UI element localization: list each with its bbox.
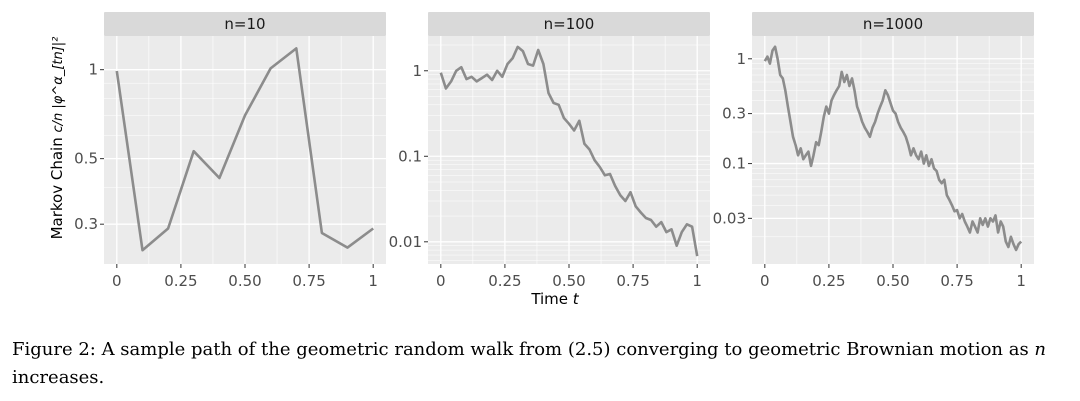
y-ticks-n10: 0.3 0.5 1	[74, 61, 104, 233]
panel-n1000: n=1000 0.03 0.1 0.3 1 0 0.25 0.50 0.75 1	[713, 12, 1034, 290]
panel-n10: n=10 0.3 0.5 1 0 0.25 0.50 0.75 1	[74, 12, 386, 290]
x-tick-label-n10: 0.75	[292, 272, 325, 290]
caption-var-n: n	[1034, 339, 1047, 360]
y-tick-label-n100: 0.1	[398, 147, 422, 165]
x-tick-label-n10: 1	[368, 272, 378, 290]
x-tick-label-n1000: 0.25	[812, 272, 845, 290]
x-axis-title: Time t	[530, 290, 579, 308]
y-tick-label-n10: 0.3	[74, 215, 98, 233]
grid-n1000	[752, 36, 1034, 264]
x-tick-label-n1000: 1	[1016, 272, 1026, 290]
x-tick-label-n1000: 0.75	[940, 272, 973, 290]
panel-n100: n=100 0.01 0.1 1 0 0.25 0.50 0.75 1 Time t	[389, 12, 710, 308]
y-axis-title: Markov Chain c/n |φ^α_[tn]|²	[48, 37, 66, 240]
y-tick-label-n1000: 1	[736, 50, 746, 68]
x-tick-label-n1000: 0.50	[876, 272, 909, 290]
y-ticks-n100: 0.01 0.1 1	[389, 62, 428, 251]
x-tick-label-n10: 0.25	[164, 272, 197, 290]
y-tick-label-n100: 1	[412, 62, 422, 80]
y-tick-label-n1000: 0.3	[722, 105, 746, 123]
series-line-n10	[115, 47, 374, 252]
grid-n10	[104, 36, 386, 264]
strip-label-n1000: n=1000	[863, 15, 923, 33]
x-ticks-n10: 0 0.25 0.50 0.75 1	[112, 264, 378, 290]
strip-label-n10: n=10	[224, 15, 265, 33]
series-line-n100	[439, 45, 699, 257]
y-tick-label-n10: 0.5	[74, 150, 98, 168]
x-ticks-n100: 0 0.25 0.50 0.75 1	[436, 264, 702, 290]
y-tick-label-n10: 1	[88, 61, 98, 79]
caption-text-2: increases.	[12, 367, 105, 388]
grid-n100	[428, 36, 710, 264]
figure-caption: Figure 2: A sample path of the geometric…	[12, 336, 1072, 392]
x-tick-label-n100: 0	[436, 272, 446, 290]
x-tick-label-n100: 0.50	[552, 272, 585, 290]
strip-n100-bg	[428, 12, 710, 36]
x-tick-label-n100: 0.75	[616, 272, 649, 290]
strip-label-n100: n=100	[544, 15, 595, 33]
y-tick-label-n1000: 0.03	[713, 209, 746, 227]
x-tick-label-n1000: 0	[760, 272, 770, 290]
strip-n10-bg	[104, 12, 386, 36]
strip-n1000-bg	[752, 12, 1034, 36]
x-tick-label-n100: 0.25	[488, 272, 521, 290]
x-tick-label-n10: 0	[112, 272, 122, 290]
y-tick-label-n100: 0.01	[389, 233, 422, 251]
figure-chart-area: Markov Chain c/n |φ^α_[tn]|² n=10 0.3 0.5…	[48, 12, 1034, 308]
y-tick-label-n1000: 0.1	[722, 155, 746, 173]
caption-label: Figure 2:	[12, 339, 96, 360]
caption-text-1: A sample path of the geometric random wa…	[95, 339, 1035, 360]
x-tick-label-n100: 1	[692, 272, 702, 290]
x-tick-label-n10: 0.50	[228, 272, 261, 290]
y-ticks-n1000: 0.03 0.1 0.3 1	[713, 50, 752, 227]
series-line-n1000	[763, 45, 1023, 252]
x-ticks-n1000: 0 0.25 0.50 0.75 1	[760, 264, 1026, 290]
